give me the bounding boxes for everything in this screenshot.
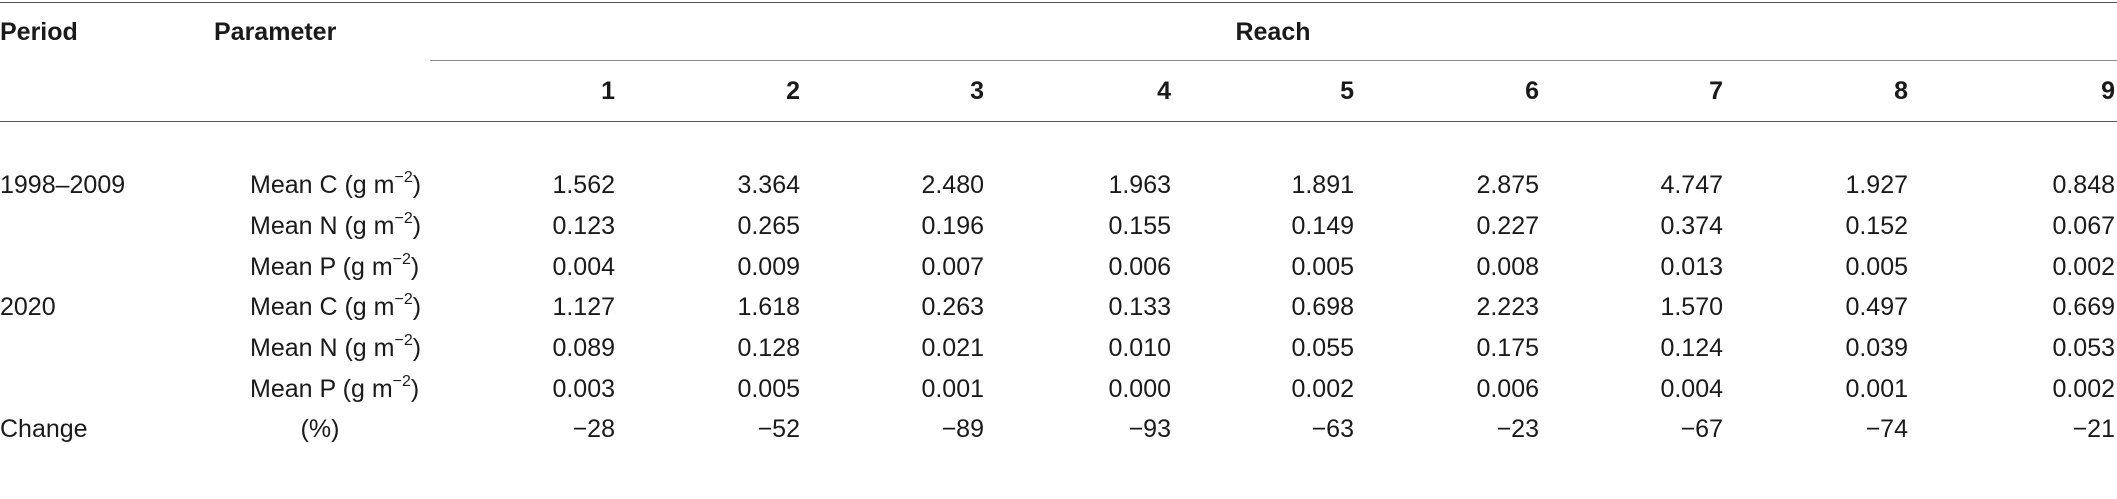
row-period: 1998–2009 xyxy=(0,171,126,199)
value-cell: 0.004 xyxy=(1660,375,1723,403)
value-cell: 2.480 xyxy=(921,171,984,199)
header-reach: Reach xyxy=(1235,18,1311,46)
value-cell: 0.053 xyxy=(2052,334,2115,362)
row-parameter: Mean P (g m−2) xyxy=(250,372,420,403)
value-cell: 0.497 xyxy=(1845,293,1908,321)
header-period: Period xyxy=(0,18,78,46)
value-cell: 0.005 xyxy=(1845,253,1908,281)
value-cell: 0.123 xyxy=(552,212,615,240)
change-value: −89 xyxy=(941,415,984,443)
change-value: −63 xyxy=(1311,415,1354,443)
value-cell: 4.747 xyxy=(1660,171,1723,199)
value-cell: 0.149 xyxy=(1291,212,1354,240)
value-cell: 1.127 xyxy=(552,293,615,321)
value-cell: 1.570 xyxy=(1660,293,1723,321)
value-cell: 0.006 xyxy=(1476,375,1539,403)
value-cell: 2.875 xyxy=(1476,171,1539,199)
value-cell: 0.013 xyxy=(1660,253,1723,281)
value-cell: 0.374 xyxy=(1660,212,1723,240)
value-cell: 0.001 xyxy=(921,375,984,403)
value-cell: 1.963 xyxy=(1108,171,1171,199)
value-cell: 0.175 xyxy=(1476,334,1539,362)
value-cell: 0.005 xyxy=(737,375,800,403)
value-cell: 0.009 xyxy=(737,253,800,281)
value-cell: 0.004 xyxy=(552,253,615,281)
row-parameter: Mean C (g m−2) xyxy=(250,168,422,199)
value-cell: 2.223 xyxy=(1476,293,1539,321)
value-cell: 0.133 xyxy=(1108,293,1171,321)
value-cell: 0.227 xyxy=(1476,212,1539,240)
value-cell: 3.364 xyxy=(737,171,800,199)
header-parameter: Parameter xyxy=(214,18,337,46)
value-cell: 0.005 xyxy=(1291,253,1354,281)
value-cell: 0.067 xyxy=(2052,212,2115,240)
top-rule xyxy=(0,2,2117,3)
value-cell: 0.002 xyxy=(1291,375,1354,403)
value-cell: 0.010 xyxy=(1108,334,1171,362)
value-cell: 0.039 xyxy=(1845,334,1908,362)
reach-header-7: 7 xyxy=(1709,77,1723,105)
value-cell: 0.002 xyxy=(2052,253,2115,281)
reach-header-6: 6 xyxy=(1525,77,1539,105)
row-parameter: Mean N (g m−2) xyxy=(250,209,422,240)
value-cell: 0.006 xyxy=(1108,253,1171,281)
reach-header-3: 3 xyxy=(970,77,984,105)
value-cell: 0.001 xyxy=(1845,375,1908,403)
value-cell: 0.152 xyxy=(1845,212,1908,240)
row-parameter: Mean P (g m−2) xyxy=(250,250,420,281)
value-cell: 0.848 xyxy=(2052,171,2115,199)
row-parameter: Mean C (g m−2) xyxy=(250,290,422,321)
value-cell: 1.891 xyxy=(1291,171,1354,199)
value-cell: 0.196 xyxy=(921,212,984,240)
reach-header-5: 5 xyxy=(1340,77,1354,105)
value-cell: 0.265 xyxy=(737,212,800,240)
value-cell: 0.669 xyxy=(2052,293,2115,321)
value-cell: 0.002 xyxy=(2052,375,2115,403)
value-cell: 0.000 xyxy=(1108,375,1171,403)
reach-underline xyxy=(430,60,2117,61)
reach-header-1: 1 xyxy=(601,77,615,105)
value-cell: 1.562 xyxy=(552,171,615,199)
value-cell: 1.618 xyxy=(737,293,800,321)
change-value: −21 xyxy=(2072,415,2115,443)
change-value: −67 xyxy=(1680,415,1723,443)
value-cell: 1.927 xyxy=(1845,171,1908,199)
value-cell: 0.128 xyxy=(737,334,800,362)
reach-header-9: 9 xyxy=(2101,77,2115,105)
row-period: 2020 xyxy=(0,293,56,321)
reach-header-2: 2 xyxy=(786,77,800,105)
change-value: −52 xyxy=(757,415,800,443)
change-label: Change xyxy=(0,415,88,443)
change-value: −74 xyxy=(1865,415,1908,443)
reach-header-4: 4 xyxy=(1157,77,1171,105)
change-unit: (%) xyxy=(300,415,340,443)
reach-header-8: 8 xyxy=(1894,77,1908,105)
value-cell: 0.055 xyxy=(1291,334,1354,362)
header-bottom-rule xyxy=(0,121,2117,122)
value-cell: 0.007 xyxy=(921,253,984,281)
value-cell: 0.698 xyxy=(1291,293,1354,321)
change-value: −28 xyxy=(572,415,615,443)
value-cell: 0.124 xyxy=(1660,334,1723,362)
value-cell: 0.263 xyxy=(921,293,984,321)
value-cell: 0.003 xyxy=(552,375,615,403)
change-value: −93 xyxy=(1128,415,1171,443)
value-cell: 0.021 xyxy=(921,334,984,362)
value-cell: 0.155 xyxy=(1108,212,1171,240)
change-value: −23 xyxy=(1496,415,1539,443)
row-parameter: Mean N (g m−2) xyxy=(250,331,422,362)
value-cell: 0.008 xyxy=(1476,253,1539,281)
value-cell: 0.089 xyxy=(552,334,615,362)
